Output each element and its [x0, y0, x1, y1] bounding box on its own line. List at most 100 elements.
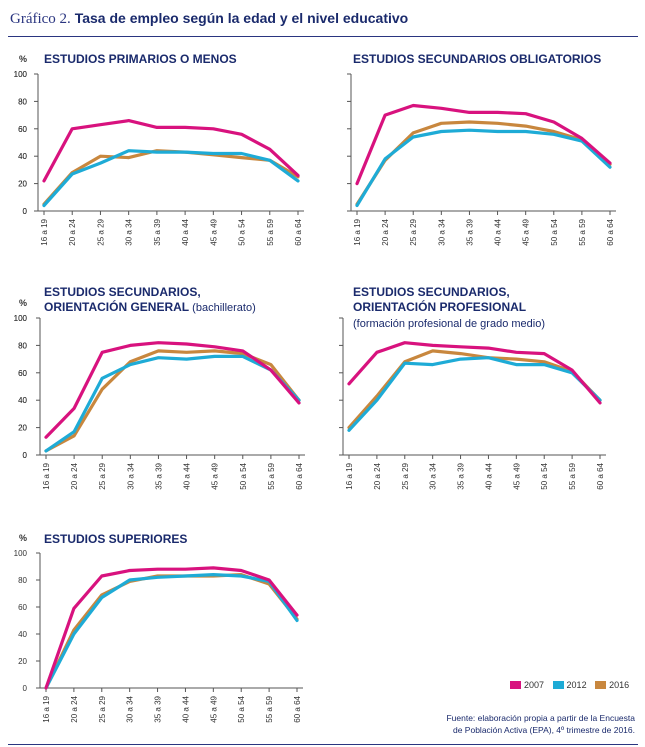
figure-label: Gráfico 2.	[10, 11, 71, 27]
chart-4-xtick-label-8: 55 a 59	[568, 462, 577, 489]
chart-5-ylabel: %	[19, 533, 27, 543]
chart-1-series-2007	[42, 118, 300, 183]
chart-4-subtitle: (formación profesional de grado medio)	[353, 318, 545, 330]
chart-1-xtick-label-8: 55 a 59	[266, 218, 275, 245]
chart-5-xtick-label-1: 20 a 24	[70, 695, 79, 722]
chart-2-ytick-label-80: 80	[18, 97, 27, 106]
chart-2-xtick-label-6: 45 a 49	[522, 218, 531, 245]
chart-5-ytick-label-100: 100	[14, 549, 28, 558]
chart-4-ytick-label-60: 60	[18, 369, 27, 378]
chart-4-xtick-label-7: 50 a 54	[540, 462, 549, 489]
chart-3-xtick-label-6: 45 a 49	[211, 462, 220, 489]
chart-2-ytick-label-40: 40	[18, 152, 27, 161]
chart-1-ytick-label-20: 20	[18, 180, 27, 189]
chart-4-ytick-label-80: 80	[18, 341, 27, 350]
chart-2-xtick-label-0: 16 a 19	[353, 218, 362, 245]
chart-4-ytick-label-20: 20	[18, 424, 27, 433]
chart-2-xtick-label-4: 35 a 39	[465, 218, 474, 245]
top-rule	[8, 36, 638, 37]
chart-1-ytick-label-0: 0	[23, 207, 28, 216]
chart-2-series-2012	[355, 128, 612, 208]
chart-5-xtick-label-7: 50 a 54	[237, 695, 246, 722]
chart-4-series-2007	[347, 341, 602, 405]
chart-5-ytick-label-20: 20	[18, 657, 27, 666]
chart-3-title-line2: ORIENTACIÓN GENERAL (bachillerato)	[44, 299, 256, 314]
chart-2-xtick-label-5: 40 a 44	[494, 218, 503, 245]
chart-5-xtick-label-8: 55 a 59	[265, 695, 274, 722]
chart-1-xtick-label-3: 30 a 34	[125, 218, 134, 245]
chart-2-title: ESTUDIOS SECUNDARIOS OBLIGATORIOS	[353, 52, 601, 66]
chart-4-xtick-label-5: 40 a 44	[484, 462, 493, 489]
chart-3-ytick-label-60: 60	[18, 369, 27, 378]
chart-2-xtick-label-3: 30 a 34	[437, 218, 446, 245]
chart-5-title: ESTUDIOS SUPERIORES	[44, 532, 187, 546]
chart-1-xtick-label-2: 25 a 29	[96, 218, 105, 245]
chart-1-xtick-label-0: 16 a 19	[40, 218, 49, 245]
chart-2-xtick-label-8: 55 a 59	[578, 218, 587, 245]
chart-3-xtick-label-0: 16 a 19	[42, 462, 51, 489]
chart-1-title: ESTUDIOS PRIMARIOS O MENOS	[44, 52, 237, 66]
legend-item-2012: 2012	[552, 680, 587, 690]
chart-4-title-line2-bold: ORIENTACIÓN PROFESIONAL	[353, 299, 526, 314]
chart-1-xtick-label-9: 60 a 64	[294, 218, 303, 245]
legend-label-2012: 2012	[566, 680, 587, 690]
chart-4-xtick-label-9: 60 a 64	[596, 462, 605, 489]
chart-2-xtick-label-9: 60 a 64	[606, 218, 615, 245]
chart-5-series-2012	[44, 572, 299, 690]
legend-item-2007: 2007	[510, 680, 544, 690]
chart-5-series-2016	[44, 572, 299, 690]
chart-5-xtick-label-9: 60 a 64	[293, 695, 302, 722]
legend: 2007 2012 2016	[510, 680, 635, 691]
chart-1-ytick-label-80: 80	[18, 97, 27, 106]
chart-5-ytick-label-40: 40	[18, 630, 27, 639]
chart-5-ytick-label-80: 80	[18, 576, 27, 585]
chart-3-ytick-label-80: 80	[18, 341, 27, 350]
chart-5-series-2007	[44, 566, 299, 690]
chart-5-ytick-label-60: 60	[18, 603, 27, 612]
chart-1-ytick-label-40: 40	[18, 152, 27, 161]
chart-3-series-2012	[44, 354, 301, 453]
chart-4-xtick-label-2: 25 a 29	[401, 462, 410, 489]
chart-3-ytick-label-20: 20	[18, 424, 27, 433]
chart-4-series-2012	[347, 356, 602, 432]
chart-2-ytick-label-20: 20	[18, 180, 27, 189]
legend-item-2016: 2016	[595, 680, 629, 690]
chart-2-xtick-label-7: 50 a 54	[550, 218, 559, 245]
chart-5-ytick-label-0: 0	[23, 684, 28, 693]
chart-3-series-2007	[44, 341, 301, 439]
chart-1-xtick-label-1: 20 a 24	[68, 218, 77, 245]
chart-4-ytick-label-0: 0	[23, 451, 28, 460]
chart-1-xtick-label-7: 50 a 54	[238, 218, 247, 245]
chart-3-xtick-label-4: 35 a 39	[154, 462, 163, 489]
chart-3-ytick-label-40: 40	[18, 396, 27, 405]
chart-2-xtick-label-2: 25 a 29	[409, 218, 418, 245]
chart-3-title-line2-normal: (bachillerato)	[189, 302, 256, 314]
chart-4-xtick-label-3: 30 a 34	[429, 462, 438, 489]
source-note: Fuente: elaboración propia a partir de l…	[446, 712, 635, 736]
chart-3-xtick-label-1: 20 a 24	[70, 462, 79, 489]
chart-5-xtick-label-6: 45 a 49	[209, 695, 218, 722]
source-line-2: de Población Activa (EPA), 4º trimestre …	[452, 725, 635, 735]
chart-2-ytick-label-60: 60	[18, 125, 27, 134]
chart-1-ylabel: %	[19, 54, 27, 64]
chart-3-xtick-label-3: 30 a 34	[126, 462, 135, 489]
legend-swatch-2012	[552, 681, 564, 689]
chart-3-title: ESTUDIOS SECUNDARIOS,	[44, 285, 201, 299]
bottom-rule	[8, 744, 638, 745]
chart-1-ytick-label-60: 60	[18, 125, 27, 134]
chart-3-xtick-label-2: 25 a 29	[98, 462, 107, 489]
chart-4-ytick-label-100: 100	[14, 314, 28, 323]
chart-3-xtick-label-8: 55 a 59	[267, 462, 276, 489]
chart-4-xtick-label-4: 35 a 39	[457, 462, 466, 489]
chart-3-ylabel: %	[19, 298, 27, 308]
chart-5-xtick-label-5: 40 a 44	[181, 695, 190, 722]
source-line-1: Fuente: elaboración propia a partir de l…	[446, 713, 635, 723]
chart-4-xtick-label-1: 20 a 24	[373, 462, 382, 489]
chart-4-title-line2: ORIENTACIÓN PROFESIONAL	[353, 299, 526, 314]
chart-2-ytick-label-0: 0	[23, 207, 28, 216]
chart-5-xtick-label-0: 16 a 19	[42, 695, 51, 722]
chart-2-ytick-label-100: 100	[14, 70, 28, 79]
chart-4-xtick-label-6: 45 a 49	[512, 462, 521, 489]
figure-name: Tasa de empleo según la edad y el nivel …	[74, 10, 409, 26]
